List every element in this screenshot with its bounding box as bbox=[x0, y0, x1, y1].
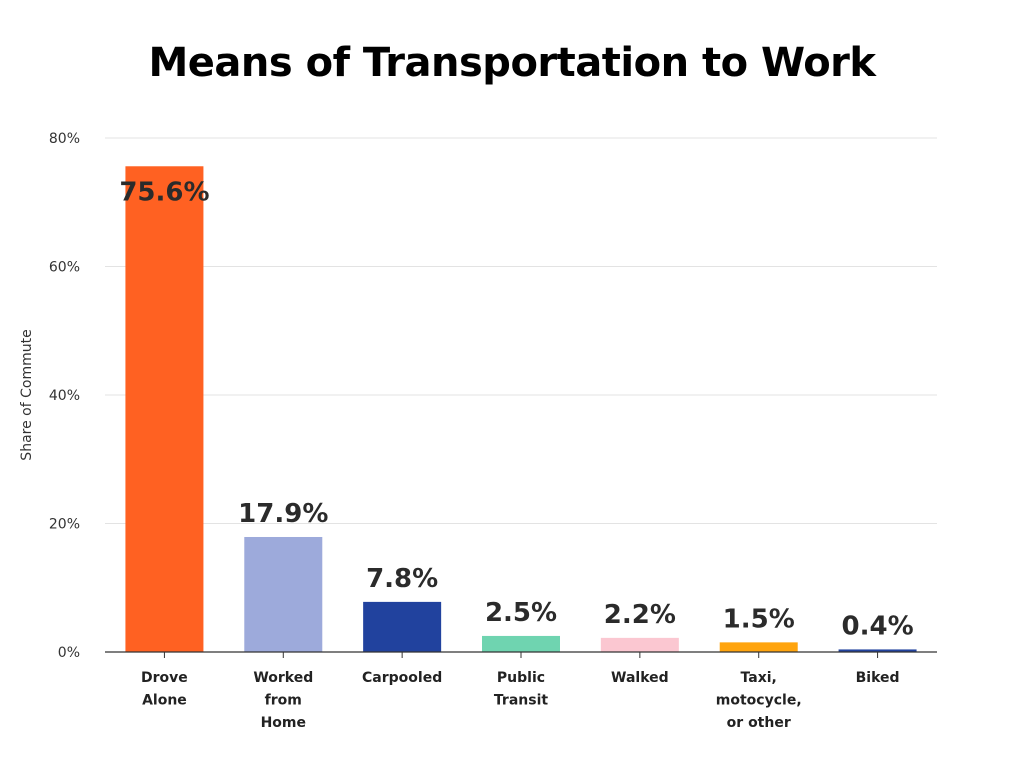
gridlines bbox=[105, 137, 937, 524]
bar bbox=[125, 166, 204, 652]
category-label: Drove Alone bbox=[141, 670, 188, 709]
y-tick-label: 0% bbox=[58, 645, 80, 661]
data-label: 1.5% bbox=[723, 604, 795, 634]
data-label: 2.5% bbox=[485, 598, 557, 628]
bar bbox=[838, 649, 917, 652]
category-label: Taxi, motocycle, or other bbox=[716, 670, 802, 731]
bar bbox=[600, 637, 679, 652]
bar bbox=[482, 635, 560, 652]
bar bbox=[363, 601, 442, 652]
y-axis-ticks: 0% 20% 40% 60% 80% bbox=[49, 131, 80, 661]
category-label: Worked from Home bbox=[253, 670, 313, 731]
category-label: Carpooled bbox=[362, 670, 442, 686]
data-label: 0.4% bbox=[842, 611, 914, 641]
category-label: Public Transit bbox=[494, 670, 548, 709]
data-label: 7.8% bbox=[366, 564, 438, 594]
data-label: 17.9% bbox=[238, 499, 328, 529]
bars bbox=[125, 166, 917, 652]
y-tick-label: 80% bbox=[49, 131, 80, 147]
bar bbox=[719, 642, 798, 652]
category-label: Biked bbox=[856, 670, 900, 686]
bar bbox=[244, 536, 323, 652]
category-label: Walked bbox=[611, 670, 669, 686]
y-tick-label: 20% bbox=[49, 517, 80, 533]
y-tick-label: 60% bbox=[49, 260, 80, 276]
data-label: 75.6% bbox=[119, 177, 209, 207]
x-axis-ticks bbox=[163, 652, 879, 658]
data-label: 2.2% bbox=[604, 600, 676, 630]
y-axis-title: Share of Commute bbox=[19, 329, 35, 460]
category-labels: Drove Alone Worked from Home Carpooled Public T… bbox=[141, 670, 899, 731]
data-labels: 75.6% 17.9% 7.8% 2.5% 2.2% 1.5% 0.4% bbox=[119, 177, 913, 641]
chart-title: Means of Transportation to Work bbox=[148, 40, 876, 86]
y-tick-label: 40% bbox=[49, 388, 80, 404]
